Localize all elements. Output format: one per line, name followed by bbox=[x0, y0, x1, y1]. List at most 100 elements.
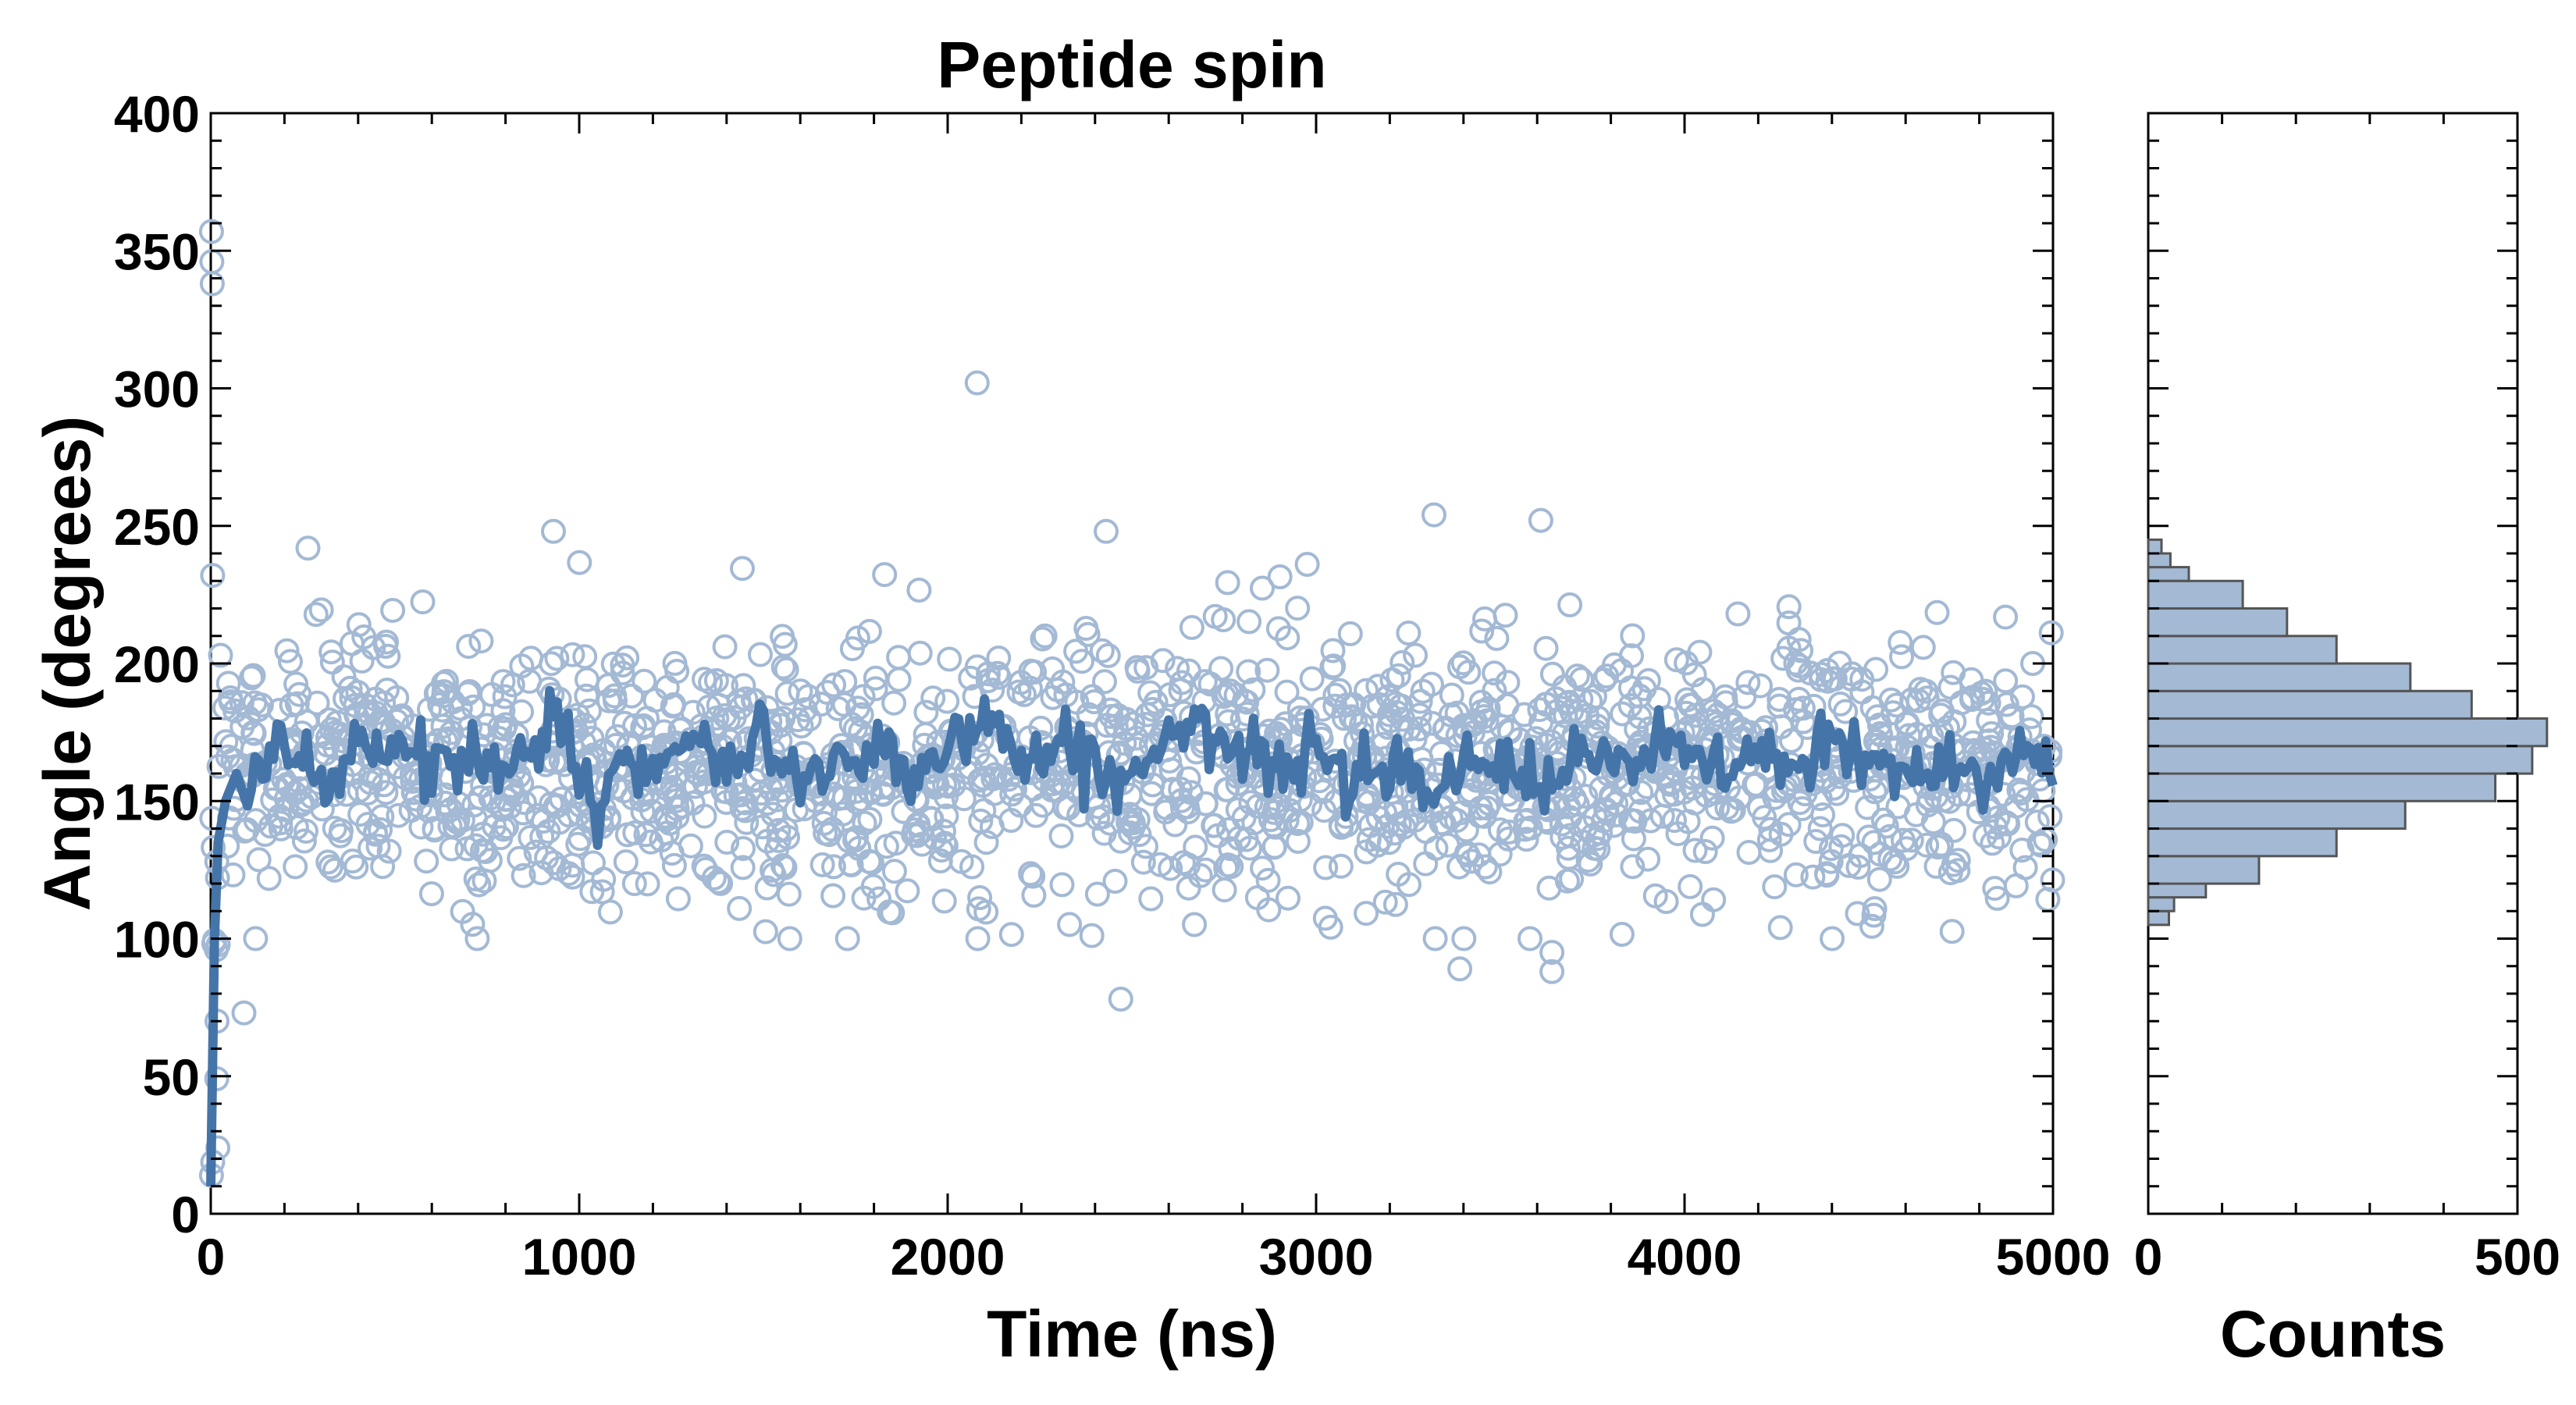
scatter-point bbox=[980, 678, 1005, 703]
scatter-point bbox=[1455, 842, 1481, 868]
scatter-point bbox=[466, 872, 492, 898]
scatter-point bbox=[931, 888, 957, 914]
scatter-point bbox=[929, 838, 955, 863]
scatter-point bbox=[439, 836, 464, 862]
scatter-point bbox=[315, 849, 341, 875]
scatter-point bbox=[936, 774, 962, 799]
scatter-point bbox=[2028, 832, 2054, 858]
x-axis-title: Time (ns) bbox=[987, 1297, 1277, 1371]
scatter-point bbox=[635, 871, 660, 897]
scatter-point bbox=[1389, 649, 1415, 675]
scatter-point bbox=[1910, 635, 1936, 660]
scatter-point bbox=[1386, 862, 1411, 887]
scatter-point bbox=[831, 692, 857, 717]
scatter-outlier-point bbox=[231, 1000, 257, 1026]
scatter-point bbox=[844, 825, 869, 851]
scatter-point bbox=[1973, 823, 1998, 848]
scatter-point bbox=[1845, 855, 1871, 880]
scatter-point bbox=[1438, 805, 1464, 831]
scatter-point bbox=[376, 838, 402, 864]
scatter-point bbox=[1410, 678, 1436, 704]
scatter-point bbox=[1275, 625, 1300, 651]
scatter-outlier-point bbox=[1447, 956, 1473, 982]
scatter-point bbox=[283, 815, 309, 841]
scatter-point bbox=[291, 828, 317, 854]
scatter-point bbox=[560, 642, 585, 667]
scatter-point bbox=[1176, 658, 1201, 684]
scatter-point bbox=[511, 863, 536, 888]
scatter-point bbox=[913, 699, 939, 725]
scatter-point bbox=[1736, 840, 1762, 865]
scatter-point bbox=[1790, 695, 1816, 721]
scatter-point bbox=[1937, 788, 1962, 814]
scatter-point bbox=[1880, 700, 1906, 726]
scatter-point bbox=[1212, 877, 1237, 903]
scatter-point bbox=[1748, 673, 1773, 699]
histogram-bar bbox=[2147, 772, 2497, 802]
scatter-point bbox=[1866, 712, 1892, 738]
scatter-point bbox=[1211, 607, 1236, 632]
x-tick-label: 4000 bbox=[1628, 1228, 1742, 1286]
scatter-point bbox=[1653, 889, 1679, 914]
scatter-point bbox=[661, 692, 687, 717]
scatter-point bbox=[1929, 831, 1955, 857]
scatter-point bbox=[760, 857, 785, 883]
scatter-point bbox=[714, 830, 740, 855]
scatter-point bbox=[1809, 667, 1834, 692]
histogram-bar bbox=[2147, 855, 2261, 885]
scatter-point bbox=[1366, 692, 1392, 717]
scatter-point bbox=[1182, 912, 1208, 937]
main-plot-marks bbox=[198, 219, 2065, 1188]
scatter-point bbox=[770, 624, 795, 649]
scatter-point bbox=[1725, 601, 1751, 627]
y-tick-label: 0 bbox=[171, 1186, 200, 1243]
scatter-point bbox=[534, 845, 560, 870]
scatter-point bbox=[1276, 885, 1300, 911]
scatter-point bbox=[1930, 699, 1955, 724]
scatter-point bbox=[821, 672, 847, 698]
scatter-point bbox=[712, 634, 738, 660]
scatter-point bbox=[1905, 688, 1931, 713]
scatter-point bbox=[241, 720, 267, 746]
scatter-point bbox=[581, 850, 606, 876]
scatter-point bbox=[1665, 821, 1691, 847]
scatter-point bbox=[776, 881, 802, 907]
scatter-point bbox=[429, 697, 455, 723]
scatter-point bbox=[464, 926, 490, 951]
scatter-point bbox=[1466, 842, 1492, 868]
scatter-point bbox=[1286, 828, 1311, 854]
scatter-point bbox=[1758, 816, 1784, 842]
scatter-point bbox=[1105, 742, 1131, 768]
scatter-point bbox=[1859, 913, 1884, 939]
scatter-point bbox=[1609, 922, 1635, 947]
scatter-point bbox=[1789, 796, 1815, 821]
scatter-point bbox=[1800, 864, 1826, 890]
scatter-point bbox=[572, 644, 598, 670]
scatter-point bbox=[1322, 693, 1348, 719]
scatter-point bbox=[730, 855, 756, 880]
scatter-point bbox=[734, 809, 760, 835]
scatter-point bbox=[388, 705, 414, 731]
scatter-point bbox=[308, 597, 334, 623]
scatter-point bbox=[1945, 848, 1971, 873]
x-tick-label: 3000 bbox=[1259, 1228, 1374, 1286]
scatter-point bbox=[1040, 685, 1066, 710]
scatter-point bbox=[1718, 799, 1744, 824]
scatter-point bbox=[1690, 677, 1716, 702]
scatter-point bbox=[1215, 817, 1241, 842]
scatter-point bbox=[1285, 596, 1311, 621]
scatter-point bbox=[1021, 882, 1047, 908]
scatter-point bbox=[1878, 687, 1904, 713]
scatter-point bbox=[1870, 807, 1896, 833]
scatter-point bbox=[1234, 701, 1260, 727]
scatter-point bbox=[579, 879, 605, 905]
scatter-point bbox=[1384, 801, 1409, 827]
scatter-point bbox=[1174, 794, 1200, 820]
scatter-point bbox=[1603, 802, 1629, 827]
scatter-point bbox=[380, 598, 406, 623]
scatter-point bbox=[560, 864, 585, 890]
scatter-point bbox=[1089, 638, 1115, 663]
scatter-point bbox=[318, 639, 344, 665]
scatter-point bbox=[1689, 902, 1715, 927]
scatter-point bbox=[1898, 827, 1924, 853]
